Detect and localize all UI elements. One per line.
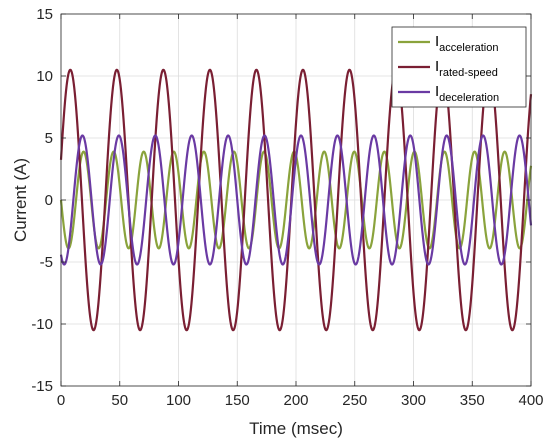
legend-entry: Irated-speed (435, 58, 498, 79)
y-tick-label: 5 (45, 130, 53, 147)
x-tick-label: 50 (111, 392, 128, 409)
y-tick-label: -10 (31, 316, 53, 333)
legend-entry: Ideceleration (435, 83, 499, 104)
legend-entry: Iacceleration (435, 33, 499, 54)
x-tick-label: 400 (518, 392, 543, 409)
y-tick-label: -15 (31, 378, 53, 395)
x-tick-label: 350 (460, 392, 485, 409)
y-axis-label: Current (A) (11, 158, 30, 242)
x-tick-label: 300 (401, 392, 426, 409)
legend-entry-main: I (435, 33, 439, 50)
series-line-deceleration (59, 134, 533, 266)
y-tick-label: -5 (40, 254, 53, 271)
legend-entry-main: I (435, 83, 439, 100)
y-tick-label: 0 (45, 192, 53, 209)
y-tick-label: 15 (36, 6, 53, 23)
y-tick-label: 10 (36, 68, 53, 85)
legend-entry-subscript: deceleration (439, 92, 499, 104)
x-tick-label: 200 (283, 392, 308, 409)
legend-entry-main: I (435, 58, 439, 75)
legend-entry-subscript: rated-speed (439, 67, 498, 79)
ticks: 0 50 100 150 200 250 300 350 400 -15 -10 -5 0 5 10 15 (31, 6, 543, 409)
x-axis-label: Time (msec) (249, 419, 343, 438)
x-tick-label: 150 (225, 392, 250, 409)
legend-entry-subscript: acceleration (439, 42, 498, 54)
x-tick-label: 250 (342, 392, 367, 409)
series-layer (59, 68, 533, 332)
x-tick-label: 0 (57, 392, 65, 409)
x-tick-label: 100 (166, 392, 191, 409)
